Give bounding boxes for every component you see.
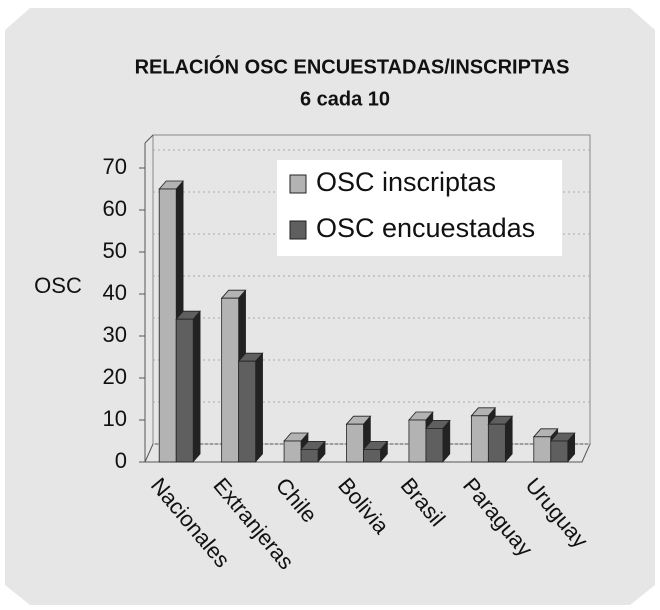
bar xyxy=(550,440,569,463)
y-tick-label: 0 xyxy=(115,448,127,473)
bar xyxy=(346,423,364,463)
y-tick-label: 60 xyxy=(103,196,127,221)
y-tick-label: 70 xyxy=(103,154,127,179)
bar xyxy=(470,415,489,463)
bar xyxy=(425,427,444,463)
y-tick-label: 10 xyxy=(103,406,127,431)
y-tick-label: 40 xyxy=(103,280,127,305)
chart-subtitle: 6 cada 10 xyxy=(300,88,390,110)
bar xyxy=(408,419,427,463)
y-tick-label: 20 xyxy=(103,364,127,389)
legend-box xyxy=(277,160,562,256)
y-axis-label: OSC xyxy=(34,273,82,298)
legend: OSC inscriptas OSC encuestadas xyxy=(277,160,562,256)
bar xyxy=(238,360,257,463)
legend-swatch xyxy=(289,174,307,194)
bar xyxy=(363,448,381,463)
bar xyxy=(175,318,194,463)
bar xyxy=(283,440,302,463)
bar-side xyxy=(192,310,201,463)
chart-title: RELACIÓN OSC ENCUESTADAS/INSCRIPTAS xyxy=(135,54,570,78)
y-axis-depth xyxy=(144,134,154,144)
legend-label: OSC inscriptas xyxy=(316,167,496,197)
bar xyxy=(533,436,552,463)
y-tick-label: 50 xyxy=(103,238,127,263)
legend-swatch xyxy=(289,220,307,240)
bar xyxy=(158,188,177,463)
bar xyxy=(487,423,506,463)
bar-side xyxy=(255,352,263,463)
bar xyxy=(300,448,319,463)
legend-label: OSC encuestadas xyxy=(316,213,535,243)
y-tick-label: 30 xyxy=(103,322,127,347)
bar xyxy=(221,297,240,463)
